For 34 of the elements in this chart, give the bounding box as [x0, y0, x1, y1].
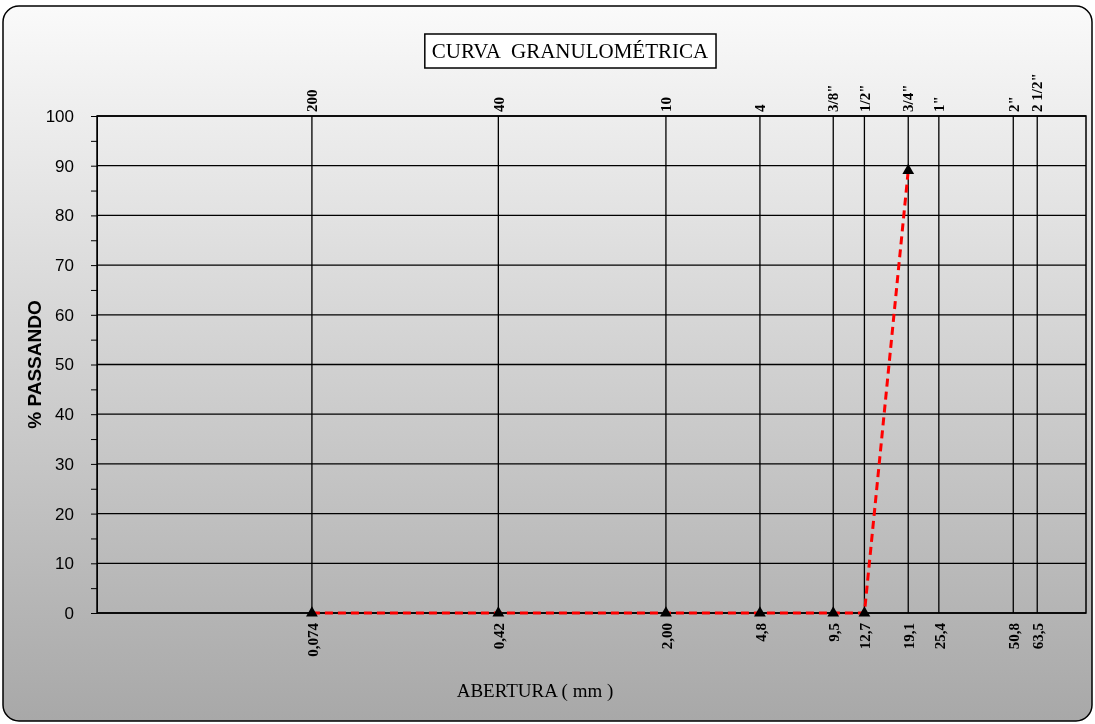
text: 1"	[931, 96, 948, 112]
y-tick-label: 100	[45, 106, 74, 126]
text: 40	[490, 97, 507, 112]
x-tick-label: 50,8	[1006, 623, 1023, 650]
y-tick-label: 50	[55, 355, 74, 375]
y-tick-label: 0	[64, 603, 74, 623]
text: 200	[304, 89, 321, 112]
x-tick-label: 63,5	[1029, 623, 1046, 650]
chart-title: CURVA GRANULOMÉTRICA	[431, 39, 710, 63]
text: 10	[658, 97, 675, 112]
x-tick-label: 25,4	[931, 622, 948, 650]
y-tick-label: 40	[55, 405, 74, 425]
y-tick-label: 30	[55, 454, 74, 474]
y-axis-title: % PASSANDO	[24, 300, 45, 429]
x-tick-label: 2,00	[658, 623, 675, 650]
y-tick-label: 90	[55, 156, 74, 176]
x-tick-label: 4,8	[752, 623, 769, 642]
x-tick-label: 12,7	[857, 622, 874, 650]
text: 4	[752, 104, 769, 112]
text: 3/8"	[825, 84, 842, 112]
text: 2 1/2"	[1029, 73, 1046, 112]
y-tick-label: 70	[55, 256, 74, 276]
x-tick-label: 9,5	[825, 623, 842, 642]
text: 3/4"	[900, 84, 917, 112]
y-tick-label: 20	[55, 504, 74, 524]
y-tick-label: 60	[55, 305, 74, 325]
y-tick-label: 10	[55, 554, 74, 574]
text: 1/2"	[856, 84, 873, 112]
x-axis-title: ABERTURA ( mm )	[456, 680, 614, 702]
x-tick-label: 0,074	[304, 622, 321, 657]
x-tick-label: 19,1	[900, 623, 917, 650]
x-tick-label: 0,42	[491, 623, 508, 650]
y-tick-label: 80	[55, 206, 74, 226]
text: 2"	[1005, 96, 1022, 112]
